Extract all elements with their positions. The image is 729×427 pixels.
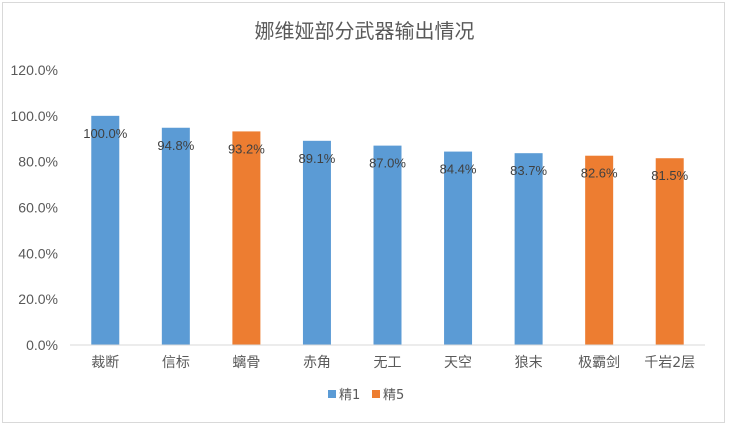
bar (302, 140, 331, 345)
y-tick-label: 60.0% (18, 200, 58, 216)
y-tick-label: 80.0% (18, 154, 58, 170)
data-label: 83.7% (510, 163, 547, 178)
bar (585, 155, 614, 345)
data-label: 100.0% (83, 126, 128, 141)
legend-label: 精1 (339, 388, 360, 403)
x-tick-label: 狼末 (515, 355, 543, 371)
x-tick-label: 赤角 (303, 355, 331, 371)
y-axis: 0.0% 20.0% 40.0% 60.0% 80.0% 100.0% 120.0% (11, 62, 58, 353)
legend: 精1 精5 (328, 388, 404, 403)
bar (514, 153, 543, 345)
bar (91, 115, 120, 345)
y-tick-label: 40.0% (18, 245, 58, 261)
x-axis: 裁断 信标 螭骨 赤角 无工 天空 狼末 极霸剑 千岩2层 (70, 344, 705, 371)
chart-title: 娜维娅部分武器输出情况 (255, 19, 475, 43)
x-tick-label: 螭骨 (232, 354, 260, 371)
data-label: 84.4% (440, 162, 477, 177)
y-tick-label: 0.0% (26, 337, 58, 353)
x-tick-label: 无工 (374, 355, 402, 371)
y-tick-label: 100.0% (11, 108, 58, 124)
data-label: 87.0% (369, 156, 406, 171)
bars-group: 100.0% 94.8% 93.2% 89.1% 87.0% 84.4% 83.7% 82.6… (83, 115, 689, 345)
bar (444, 151, 473, 345)
y-tick-label: 120.0% (11, 62, 58, 78)
legend-label: 精5 (383, 388, 404, 403)
data-label: 94.8% (157, 138, 194, 153)
data-label: 93.2% (228, 141, 265, 156)
bar (373, 145, 402, 345)
data-label: 89.1% (299, 151, 336, 166)
bar (232, 131, 261, 345)
y-tick-label: 20.0% (18, 291, 58, 307)
legend-swatch (372, 390, 380, 398)
x-tick-label: 千岩2层 (644, 355, 695, 371)
x-tick-label: 天空 (444, 355, 472, 371)
bar (161, 127, 190, 345)
legend-swatch (328, 390, 336, 398)
x-tick-label: 裁断 (91, 355, 119, 371)
x-tick-label: 极霸剑 (578, 355, 620, 371)
data-label: 82.6% (581, 166, 618, 181)
bar (655, 158, 684, 345)
x-tick-label: 信标 (162, 355, 190, 371)
data-label: 81.5% (651, 168, 688, 183)
